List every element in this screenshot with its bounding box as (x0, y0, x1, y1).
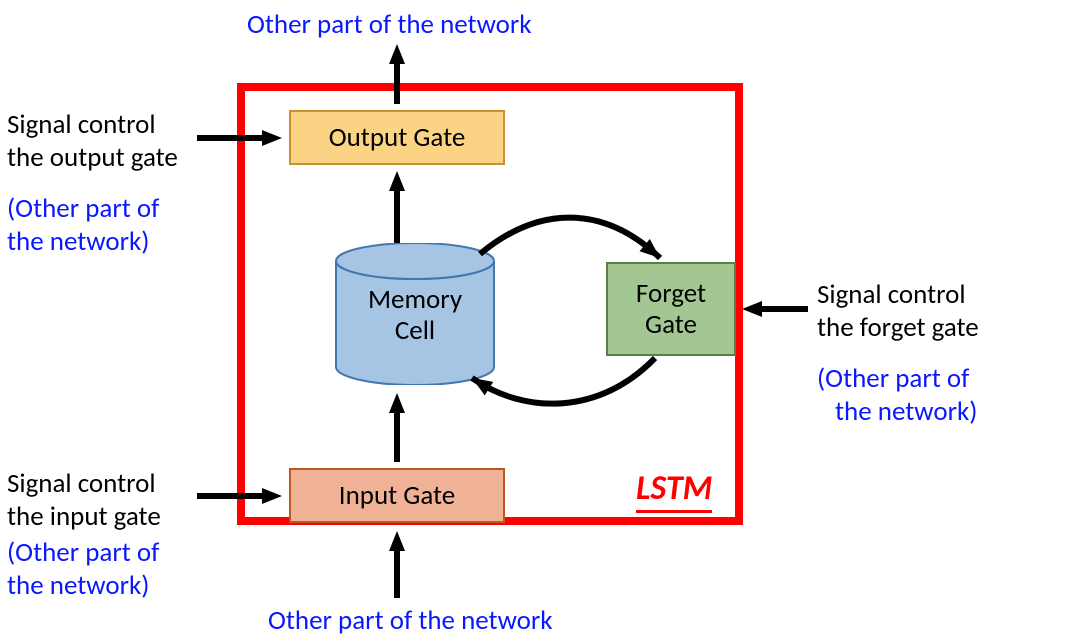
forget-gate-label: Forget Gate (636, 278, 706, 340)
lstm-title-text: LSTM (636, 468, 712, 509)
memory-cell-label-1: Memory (335, 284, 495, 315)
label-signal-forget-4: the network) (835, 395, 977, 429)
memory-cell: Memory Cell (335, 243, 495, 385)
label-signal-output-3: (Other part of (7, 192, 159, 226)
forget-gate: Forget Gate (606, 262, 736, 356)
label-signal-output-4: the network) (7, 225, 149, 259)
label-signal-input-1: Signal control (7, 467, 156, 501)
memory-cell-label-2: Cell (335, 315, 495, 346)
memory-cell-label: Memory Cell (335, 284, 495, 346)
lstm-title: LSTM (636, 468, 712, 513)
label-signal-forget-2: the forget gate (817, 311, 979, 345)
output-gate-label: Output Gate (329, 122, 466, 153)
label-signal-forget-3: (Other part of (817, 362, 969, 396)
input-gate-label: Input Gate (339, 480, 455, 511)
diagram-canvas: Output Gate Input Gate Forget Gate Memor… (0, 0, 1087, 642)
label-top-network: Other part of the network (247, 8, 532, 42)
label-bottom-network: Other part of the network (268, 604, 553, 638)
label-signal-input-3: (Other part of (7, 536, 159, 570)
input-gate: Input Gate (289, 468, 505, 523)
label-signal-input-2: the input gate (7, 500, 161, 534)
label-signal-output-2: the output gate (7, 141, 178, 175)
label-signal-forget-1: Signal control (817, 278, 966, 312)
output-gate: Output Gate (289, 110, 505, 165)
label-signal-input-4: the network) (7, 569, 149, 603)
label-signal-output-1: Signal control (7, 108, 156, 142)
